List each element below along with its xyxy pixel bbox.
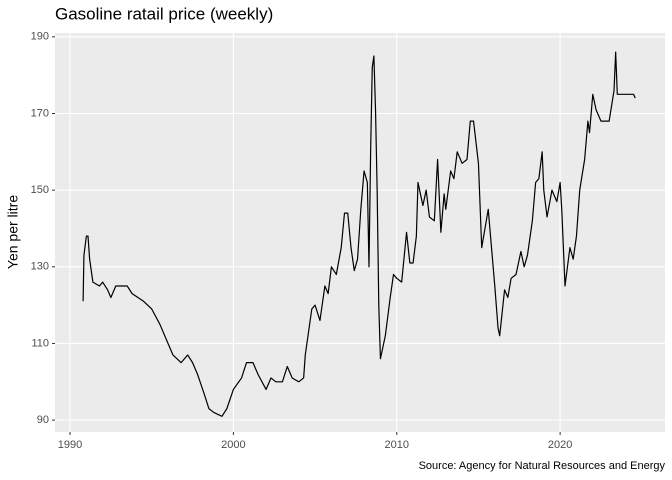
y-tick-label: 90 [37, 414, 49, 426]
y-tick-label: 130 [31, 261, 49, 273]
caption: Source: Agency for Natural Resources and… [419, 460, 666, 472]
y-tick-label: 190 [31, 31, 49, 43]
y-tick-label: 150 [31, 184, 49, 196]
line [82, 51, 636, 417]
panel [55, 33, 665, 432]
x-tick-label: 2020 [548, 439, 572, 451]
x-tick-label: 2010 [385, 439, 409, 451]
chart-title: Gasoline ratail price (weekly) [55, 4, 273, 23]
y-axis-label: Yen per litre [5, 195, 21, 269]
y-tick-label: 110 [31, 337, 49, 349]
y-tick-label: 170 [31, 107, 49, 119]
x-tick-label: 1990 [58, 439, 82, 451]
x-tick-label: 2000 [221, 439, 245, 451]
